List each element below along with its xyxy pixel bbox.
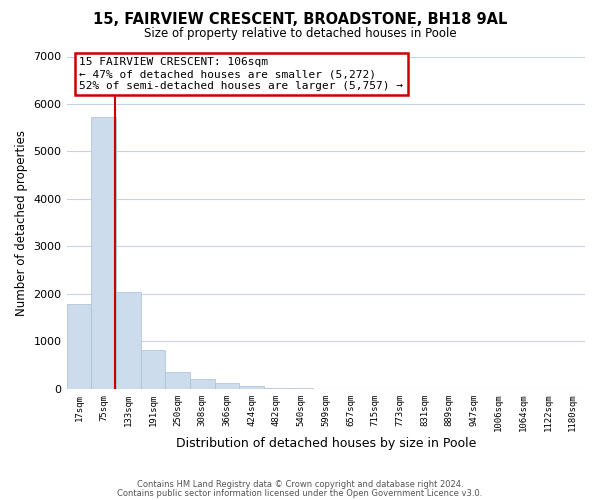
Text: Contains public sector information licensed under the Open Government Licence v3: Contains public sector information licen…	[118, 488, 482, 498]
Bar	[264, 388, 289, 389]
Text: Size of property relative to detached houses in Poole: Size of property relative to detached ho…	[143, 28, 457, 40]
Text: Contains HM Land Registry data © Crown copyright and database right 2024.: Contains HM Land Registry data © Crown c…	[137, 480, 463, 489]
Bar	[239, 386, 264, 389]
Bar	[116, 292, 140, 389]
Bar	[91, 117, 116, 389]
Bar	[67, 304, 91, 389]
Text: 15, FAIRVIEW CRESCENT, BROADSTONE, BH18 9AL: 15, FAIRVIEW CRESCENT, BROADSTONE, BH18 …	[93, 12, 507, 28]
Bar	[140, 350, 165, 389]
X-axis label: Distribution of detached houses by size in Poole: Distribution of detached houses by size …	[176, 437, 476, 450]
Text: 15 FAIRVIEW CRESCENT: 106sqm
← 47% of detached houses are smaller (5,272)
52% of: 15 FAIRVIEW CRESCENT: 106sqm ← 47% of de…	[79, 58, 403, 90]
Bar	[190, 378, 215, 389]
Bar	[215, 384, 239, 389]
Y-axis label: Number of detached properties: Number of detached properties	[15, 130, 28, 316]
Bar	[165, 372, 190, 389]
